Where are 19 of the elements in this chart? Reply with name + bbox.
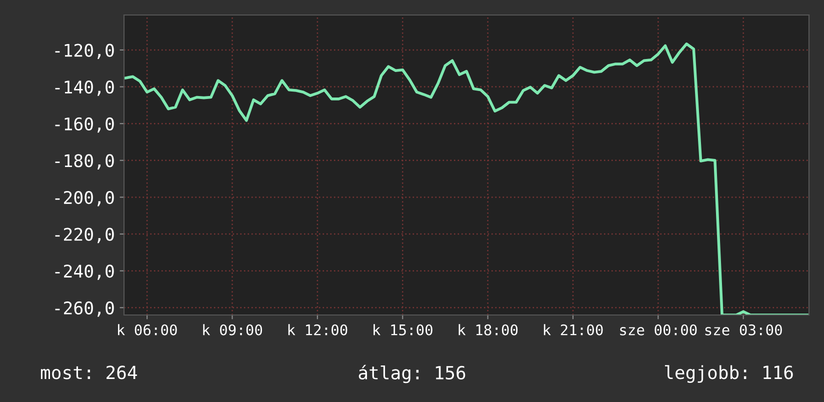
x-tick-label: k 12:00 (288, 324, 348, 336)
x-tick-label: k 21:00 (544, 324, 603, 336)
x-tick-label: sze 03:00 (705, 324, 782, 336)
y-tick-label: -140,0 (55, 80, 114, 96)
x-tick-label: k 09:00 (203, 324, 262, 336)
x-tick-label: k 18:00 (458, 324, 518, 336)
text: legjobb: 116 (664, 365, 793, 383)
y-tick-label: -180,0 (55, 154, 114, 170)
y-tick-label: -240,0 (55, 264, 114, 280)
y-tick-label: -120,0 (55, 44, 114, 60)
x-tick-label: k 15:00 (374, 324, 432, 336)
text: most: 264 (40, 366, 137, 380)
y-tick-label: -260,0 (55, 301, 114, 317)
y-tick-label: -200,0 (55, 190, 114, 206)
y-tick-label: -160,0 (55, 117, 114, 133)
text: átlag: 156 (358, 364, 466, 384)
y-tick-label: -220,0 (55, 228, 114, 244)
x-tick-label: sze 00:00 (620, 324, 697, 336)
x-tick-label: k 06:00 (118, 324, 177, 336)
